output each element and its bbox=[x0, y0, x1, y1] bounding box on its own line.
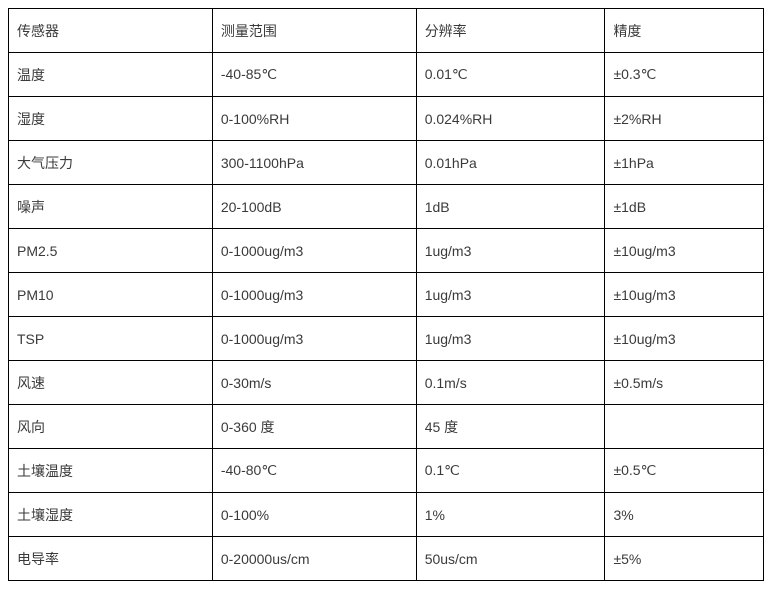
cell-accuracy: ±0.3℃ bbox=[605, 53, 764, 97]
table-row: PM2.5 0-1000ug/m3 1ug/m3 ±10ug/m3 bbox=[9, 229, 764, 273]
cell-range: 0-1000ug/m3 bbox=[212, 273, 416, 317]
table-header-row: 传感器 测量范围 分辨率 精度 bbox=[9, 9, 764, 53]
table-row: TSP 0-1000ug/m3 1ug/m3 ±10ug/m3 bbox=[9, 317, 764, 361]
cell-sensor: 风速 bbox=[9, 361, 213, 405]
cell-accuracy: ±5% bbox=[605, 537, 764, 581]
cell-sensor: PM10 bbox=[9, 273, 213, 317]
header-range: 测量范围 bbox=[212, 9, 416, 53]
cell-sensor: 温度 bbox=[9, 53, 213, 97]
cell-range: 0-100% bbox=[212, 493, 416, 537]
header-accuracy: 精度 bbox=[605, 9, 764, 53]
cell-accuracy: ±1dB bbox=[605, 185, 764, 229]
table-row: 噪声 20-100dB 1dB ±1dB bbox=[9, 185, 764, 229]
table-row: 土壤温度 -40-80℃ 0.1℃ ±0.5℃ bbox=[9, 449, 764, 493]
cell-accuracy: 3% bbox=[605, 493, 764, 537]
cell-range: 0-30m/s bbox=[212, 361, 416, 405]
table-row: PM10 0-1000ug/m3 1ug/m3 ±10ug/m3 bbox=[9, 273, 764, 317]
cell-resolution: 1ug/m3 bbox=[416, 229, 605, 273]
cell-accuracy: ±10ug/m3 bbox=[605, 229, 764, 273]
table-row: 大气压力 300-1100hPa 0.01hPa ±1hPa bbox=[9, 141, 764, 185]
cell-sensor: 风向 bbox=[9, 405, 213, 449]
table-body: 温度 -40-85℃ 0.01℃ ±0.3℃ 湿度 0-100%RH 0.024… bbox=[9, 53, 764, 581]
cell-resolution: 1ug/m3 bbox=[416, 273, 605, 317]
cell-sensor: 土壤湿度 bbox=[9, 493, 213, 537]
cell-accuracy: ±10ug/m3 bbox=[605, 317, 764, 361]
header-resolution: 分辨率 bbox=[416, 9, 605, 53]
cell-resolution: 0.1℃ bbox=[416, 449, 605, 493]
table-row: 温度 -40-85℃ 0.01℃ ±0.3℃ bbox=[9, 53, 764, 97]
table-row: 土壤湿度 0-100% 1% 3% bbox=[9, 493, 764, 537]
cell-range: 0-360 度 bbox=[212, 405, 416, 449]
cell-accuracy: ±10ug/m3 bbox=[605, 273, 764, 317]
table-row: 湿度 0-100%RH 0.024%RH ±2%RH bbox=[9, 97, 764, 141]
cell-sensor: 湿度 bbox=[9, 97, 213, 141]
cell-resolution: 50us/cm bbox=[416, 537, 605, 581]
table-row: 电导率 0-20000us/cm 50us/cm ±5% bbox=[9, 537, 764, 581]
cell-resolution: 0.1m/s bbox=[416, 361, 605, 405]
cell-range: -40-85℃ bbox=[212, 53, 416, 97]
cell-range: 0-20000us/cm bbox=[212, 537, 416, 581]
cell-sensor: 大气压力 bbox=[9, 141, 213, 185]
cell-accuracy: ±2%RH bbox=[605, 97, 764, 141]
cell-resolution: 0.01℃ bbox=[416, 53, 605, 97]
cell-range: 20-100dB bbox=[212, 185, 416, 229]
cell-resolution: 0.01hPa bbox=[416, 141, 605, 185]
cell-resolution: 1ug/m3 bbox=[416, 317, 605, 361]
cell-sensor: TSP bbox=[9, 317, 213, 361]
cell-range: 0-1000ug/m3 bbox=[212, 317, 416, 361]
cell-accuracy: ±0.5℃ bbox=[605, 449, 764, 493]
cell-accuracy bbox=[605, 405, 764, 449]
cell-sensor: 土壤温度 bbox=[9, 449, 213, 493]
cell-accuracy: ±0.5m/s bbox=[605, 361, 764, 405]
table-row: 风速 0-30m/s 0.1m/s ±0.5m/s bbox=[9, 361, 764, 405]
cell-sensor: PM2.5 bbox=[9, 229, 213, 273]
cell-resolution: 1% bbox=[416, 493, 605, 537]
cell-resolution: 45 度 bbox=[416, 405, 605, 449]
cell-resolution: 1dB bbox=[416, 185, 605, 229]
cell-resolution: 0.024%RH bbox=[416, 97, 605, 141]
cell-sensor: 噪声 bbox=[9, 185, 213, 229]
cell-sensor: 电导率 bbox=[9, 537, 213, 581]
cell-range: 0-1000ug/m3 bbox=[212, 229, 416, 273]
header-sensor: 传感器 bbox=[9, 9, 213, 53]
cell-accuracy: ±1hPa bbox=[605, 141, 764, 185]
cell-range: 300-1100hPa bbox=[212, 141, 416, 185]
cell-range: 0-100%RH bbox=[212, 97, 416, 141]
table-row: 风向 0-360 度 45 度 bbox=[9, 405, 764, 449]
cell-range: -40-80℃ bbox=[212, 449, 416, 493]
sensor-spec-table: 传感器 测量范围 分辨率 精度 温度 -40-85℃ 0.01℃ ±0.3℃ 湿… bbox=[8, 8, 764, 581]
